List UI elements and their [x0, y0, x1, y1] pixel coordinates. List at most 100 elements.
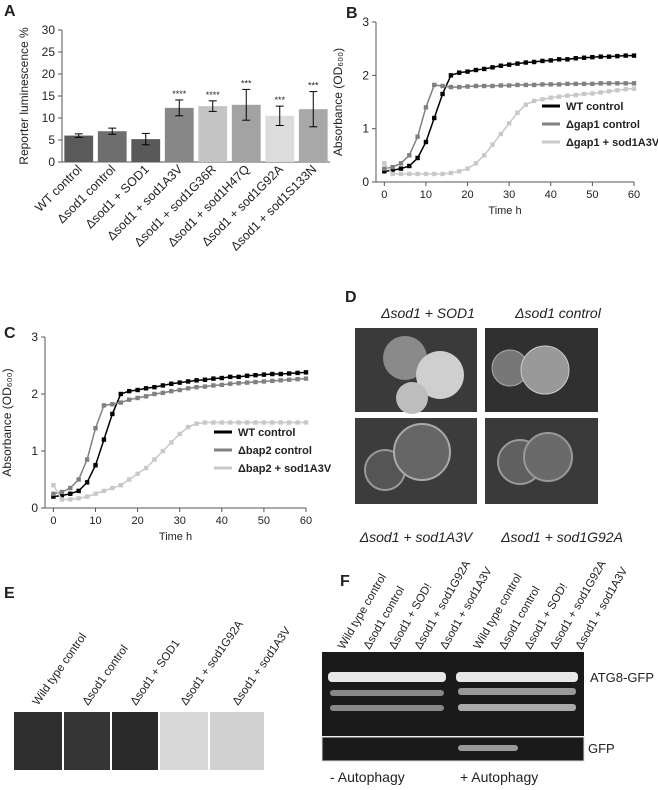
point	[590, 81, 595, 87]
point	[286, 371, 292, 376]
point	[457, 169, 462, 174]
point	[194, 384, 199, 390]
colony-image	[14, 712, 62, 770]
point	[194, 378, 199, 383]
colony-image	[160, 712, 208, 770]
point	[465, 69, 470, 74]
point	[465, 166, 470, 171]
point	[615, 88, 620, 93]
point	[185, 379, 191, 384]
point	[390, 168, 395, 173]
x-tick-label: 30	[174, 515, 186, 527]
point	[295, 370, 300, 376]
point	[143, 394, 149, 399]
image-label: Δsod1 + sod1G92A	[500, 529, 623, 545]
y-tick-label: 3	[31, 330, 38, 344]
colony-images	[14, 712, 264, 770]
error-bar	[74, 133, 83, 138]
y-tick-label: 25	[42, 45, 56, 59]
point	[93, 426, 98, 431]
point	[177, 380, 182, 385]
point	[606, 54, 612, 59]
panel-letter: B	[346, 5, 358, 22]
point	[295, 420, 300, 425]
y-tick-label: 2	[362, 68, 369, 82]
y-axis-label: Absorbance (OD₆₀₀)	[0, 368, 14, 476]
point	[548, 58, 553, 63]
point	[398, 161, 404, 166]
point	[423, 171, 429, 177]
point	[556, 57, 562, 62]
point	[415, 155, 420, 161]
point	[432, 115, 437, 121]
point	[194, 421, 199, 426]
point	[590, 91, 595, 96]
point	[540, 82, 545, 87]
point	[219, 382, 225, 388]
bar	[64, 135, 94, 162]
point	[126, 397, 132, 402]
point	[160, 383, 166, 388]
point	[531, 59, 537, 65]
cell	[393, 423, 451, 481]
y-tick-label: 10	[42, 111, 56, 125]
point	[573, 81, 578, 87]
point	[211, 376, 216, 381]
x-tick-label: 20	[131, 515, 143, 527]
point	[506, 83, 512, 88]
image-label: Δsod1 + sod1A3V	[359, 529, 474, 545]
band	[458, 704, 576, 711]
point	[101, 403, 107, 408]
error-bar	[208, 100, 217, 112]
image-label: Δsod1 control	[514, 305, 602, 321]
point	[615, 81, 620, 86]
cell	[383, 336, 427, 380]
point	[228, 374, 233, 380]
point	[295, 376, 300, 382]
x-tick-label: 60	[300, 515, 312, 527]
point	[581, 55, 587, 60]
point	[573, 92, 578, 98]
point	[631, 53, 637, 58]
point	[606, 81, 612, 86]
point	[228, 381, 233, 386]
point	[623, 53, 628, 58]
point	[590, 55, 595, 60]
point	[152, 391, 157, 397]
point	[432, 171, 437, 177]
point	[598, 90, 603, 95]
x-tick-label: 10	[89, 515, 101, 527]
point	[68, 497, 73, 502]
point	[51, 491, 56, 496]
gel	[321, 736, 585, 762]
point	[390, 164, 395, 170]
condition-label: - Autophagy	[330, 769, 405, 785]
point	[152, 384, 157, 390]
point	[498, 131, 504, 137]
point	[440, 83, 445, 89]
point	[110, 411, 115, 417]
point	[481, 83, 487, 89]
point	[598, 81, 603, 86]
y-tick-label: 1	[31, 444, 38, 458]
point	[185, 386, 191, 391]
point	[68, 485, 73, 491]
y-tick-label: 2	[31, 387, 38, 401]
point	[177, 431, 182, 437]
point	[84, 457, 90, 462]
point	[473, 67, 479, 73]
point	[244, 420, 250, 425]
error-bar	[309, 91, 318, 128]
point	[523, 60, 529, 65]
point	[160, 448, 166, 454]
point	[398, 166, 404, 171]
point	[101, 488, 107, 494]
bands	[328, 672, 578, 751]
point	[556, 82, 562, 87]
point	[261, 372, 267, 377]
point	[565, 93, 570, 98]
point	[286, 377, 292, 382]
point	[270, 371, 275, 377]
point	[169, 381, 174, 386]
point	[423, 105, 429, 110]
